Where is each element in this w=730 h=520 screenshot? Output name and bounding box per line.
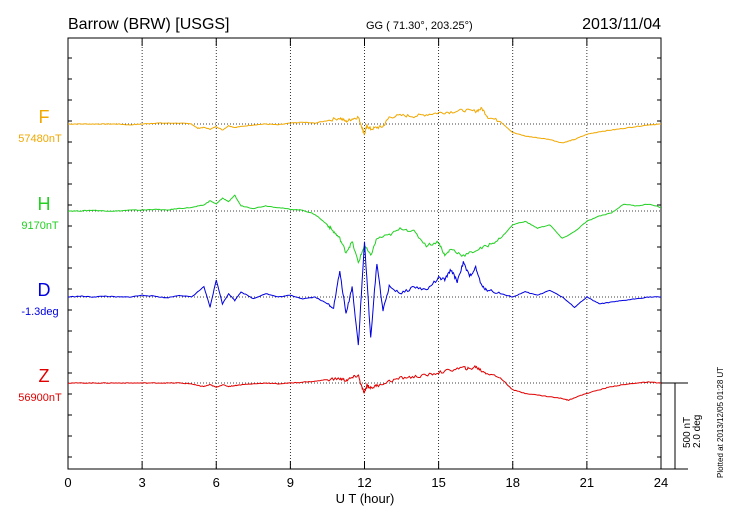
tick-label-15: 15 — [431, 475, 445, 490]
station-title: Barrow (BRW) [USGS] — [68, 16, 230, 33]
plotted-at-note: Plotted at 2013/12/05 01:28 UT — [716, 367, 725, 478]
tick-label-0: 0 — [64, 475, 71, 490]
tick-label-12: 12 — [357, 475, 371, 490]
series-name-Z: Z — [39, 366, 50, 386]
series-lines — [67, 106, 662, 401]
series-line-F — [68, 106, 661, 144]
scale-bar-deg-label: 2.0 deg — [692, 415, 703, 448]
series-baseline-value-Z: 56900nT — [18, 392, 62, 404]
series-baseline-value-F: 57480nT — [18, 133, 62, 145]
series-baseline-value-H: 9170nT — [21, 220, 59, 232]
tick-label-24: 24 — [654, 475, 668, 490]
tick-label-9: 9 — [287, 475, 294, 490]
series-name-D: D — [38, 280, 51, 300]
x-axis-ticks — [67, 38, 662, 469]
vertical-gridlines — [141, 38, 588, 469]
series-line-D — [68, 241, 662, 346]
series-name-H: H — [38, 194, 51, 214]
tick-label-21: 21 — [580, 475, 594, 490]
series-line-H — [67, 194, 662, 265]
x-axis-tick-labels: 0 3 6 9 12 15 18 21 24 — [64, 475, 668, 490]
coordinates-label: GG ( 71.30°, 203.25°) — [366, 20, 473, 32]
tick-label-6: 6 — [213, 475, 220, 490]
series-labels: F 57480nT H 9170nT D -1.3deg Z 56900nT — [18, 107, 62, 404]
series-baseline-value-D: -1.3deg — [21, 306, 58, 318]
series-line-Z — [67, 364, 662, 401]
scale-bar: 500 nT 2.0 deg — [661, 382, 703, 470]
scale-bar-nt-label: 500 nT — [682, 417, 693, 448]
x-axis-label: U T (hour) — [336, 491, 395, 506]
series-name-F: F — [39, 107, 50, 127]
tick-label-18: 18 — [506, 475, 520, 490]
tick-label-3: 3 — [139, 475, 146, 490]
date-label: 2013/11/04 — [582, 16, 661, 33]
